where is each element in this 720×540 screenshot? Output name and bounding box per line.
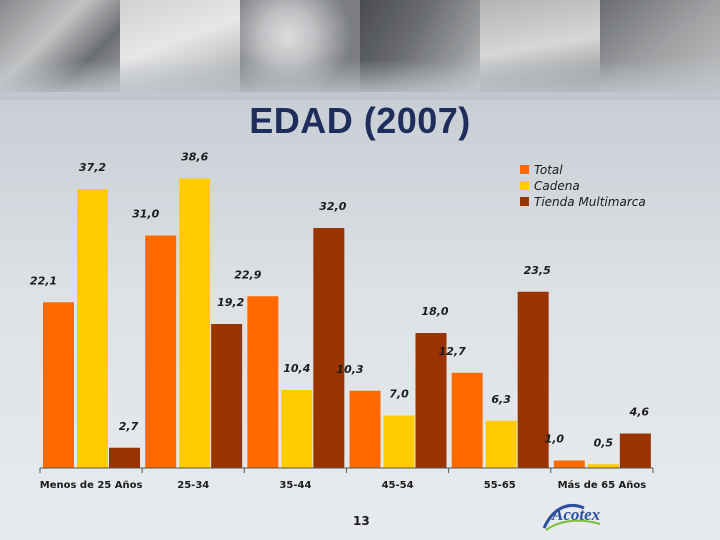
data-label: 23,5 — [524, 264, 551, 277]
bar-2-5 — [619, 433, 651, 468]
data-label: 18,0 — [421, 305, 448, 318]
logo-text: Acotex — [551, 505, 601, 524]
bar-1-1 — [179, 178, 211, 468]
data-label: 19,2 — [217, 296, 244, 309]
bar-1-2 — [281, 390, 313, 468]
category-label: 55-65 — [484, 480, 516, 491]
data-label: 1,0 — [545, 433, 565, 446]
legend-swatch — [520, 165, 529, 174]
category-label: Más de 65 Años — [558, 479, 647, 491]
bar-2-1 — [211, 324, 243, 468]
acotex-logo: Acotex — [542, 504, 601, 531]
bar-1-4 — [485, 420, 517, 468]
data-label: 32,0 — [319, 200, 346, 213]
bar-0-5 — [553, 460, 585, 468]
data-label: 0,5 — [594, 436, 614, 449]
header-fade — [0, 60, 720, 100]
slide-title: EDAD (2007) — [249, 100, 471, 141]
data-label: 37,2 — [79, 161, 106, 174]
data-label: 10,3 — [336, 363, 363, 376]
data-label: 38,6 — [181, 151, 208, 164]
legend-swatch — [520, 181, 529, 190]
data-label: 6,3 — [491, 393, 511, 406]
data-label: 7,0 — [389, 388, 409, 401]
bar-1-3 — [383, 415, 415, 468]
legend-label: Tienda Multimarca — [534, 195, 646, 209]
bar-1-5 — [587, 464, 619, 468]
data-label: 12,7 — [439, 345, 466, 358]
bar-0-3 — [349, 390, 381, 468]
data-label: 22,1 — [30, 274, 57, 287]
legend-swatch — [520, 197, 529, 206]
category-label: 45-54 — [382, 480, 414, 491]
category-label: Menos de 25 Años — [40, 480, 143, 491]
data-label: 31,0 — [132, 208, 159, 221]
data-label: 4,6 — [629, 406, 650, 419]
category-label: 25-34 — [177, 480, 209, 491]
bar-1-0 — [77, 189, 108, 468]
data-label: 10,4 — [283, 362, 310, 375]
data-label: 22,9 — [234, 268, 261, 281]
bar-2-3 — [415, 333, 447, 468]
legend-label: Cadena — [534, 179, 580, 193]
bar-0-1 — [145, 235, 177, 468]
bar-0-2 — [247, 296, 279, 468]
legend-label: Total — [534, 163, 563, 177]
bar-2-2 — [313, 228, 345, 468]
bar-0-0 — [43, 302, 74, 468]
bar-0-4 — [451, 372, 483, 468]
category-label: 35-44 — [279, 480, 311, 491]
bar-2-0 — [109, 447, 140, 468]
page-number: 13 — [353, 514, 370, 528]
bar-2-4 — [517, 291, 549, 468]
data-label: 2,7 — [119, 420, 139, 433]
